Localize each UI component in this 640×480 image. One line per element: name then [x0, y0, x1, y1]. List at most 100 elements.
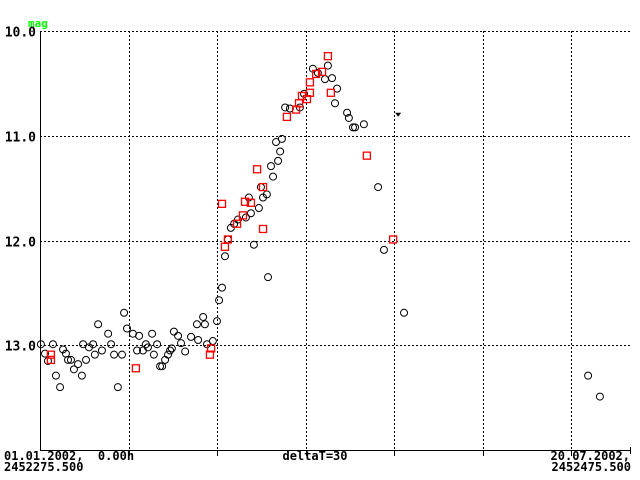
data-point-circle	[90, 350, 99, 359]
data-point-circle	[59, 345, 68, 354]
y-tick-label: 10.0	[5, 26, 36, 41]
data-point-circle	[266, 162, 275, 171]
data-point-circle	[359, 120, 368, 129]
data-point-square	[305, 78, 315, 87]
data-point-circle	[264, 273, 273, 282]
data-point-circle	[344, 113, 353, 122]
data-point-circle	[223, 235, 232, 244]
data-point-circle	[166, 346, 175, 355]
data-point-circle	[328, 74, 337, 83]
data-point-circle	[215, 296, 224, 305]
data-point-circle	[276, 147, 285, 156]
y-tick-label: 13.0	[5, 340, 36, 355]
x-end-jd-label: 2452475.500	[552, 460, 631, 474]
data-point-circle	[331, 99, 339, 108]
data-point-square	[131, 364, 141, 373]
data-point-square	[388, 235, 398, 244]
data-point-circle	[192, 320, 201, 329]
data-point-square	[46, 350, 56, 359]
x-center-label: deltaT=30	[282, 449, 347, 463]
data-point-square	[238, 211, 248, 220]
data-point-circle	[64, 355, 73, 364]
data-point-circle	[333, 84, 342, 93]
data-point-square	[326, 88, 336, 97]
data-point-circle	[94, 320, 103, 329]
data-point-circle	[274, 156, 283, 165]
data-point-circle	[194, 336, 203, 345]
data-point-circle	[281, 103, 290, 112]
data-point-circle	[74, 360, 83, 369]
x-end-date-label: 20.07.2002,	[551, 449, 630, 463]
data-point-circle	[97, 346, 106, 355]
data-point-circle	[200, 320, 209, 329]
data-point-square	[223, 235, 233, 244]
data-point-circle	[153, 340, 162, 349]
data-point-square	[220, 242, 230, 251]
data-point-circle	[82, 355, 91, 364]
data-point-circle	[213, 317, 221, 326]
data-point-circle	[348, 123, 357, 132]
data-point-circle	[181, 347, 190, 356]
data-point-circle	[51, 371, 60, 380]
data-point-circle	[256, 183, 265, 192]
data-point-circle	[169, 327, 178, 336]
data-point-circle	[323, 61, 332, 70]
data-point-square	[232, 219, 242, 228]
data-point-square	[282, 112, 292, 122]
y-tick-label: 12.0	[5, 236, 36, 251]
data-point-circle	[110, 350, 119, 359]
data-point-circle	[158, 362, 167, 371]
data-point-circle	[120, 308, 129, 317]
data-point-upper-limit	[395, 112, 402, 117]
y-tick-label: 11.0	[5, 131, 36, 146]
data-point-circle	[164, 350, 173, 359]
x-start-jd-label: 2452275.500	[4, 460, 83, 474]
data-point-circle	[135, 331, 144, 340]
data-point-circle	[246, 209, 255, 218]
data-point-circle	[66, 355, 75, 364]
data-point-square	[258, 182, 268, 192]
data-point-circle	[269, 172, 278, 181]
y-axis-label: mag	[28, 17, 48, 30]
data-point-circle	[161, 355, 170, 364]
data-point-circle	[400, 308, 409, 317]
data-point-circle	[123, 324, 132, 333]
data-point-circle	[343, 108, 352, 117]
data-point-square	[246, 198, 256, 207]
data-point-circle	[48, 340, 57, 349]
data-point-circle	[143, 343, 152, 352]
data-point-circle	[107, 340, 116, 349]
data-point-square	[317, 67, 327, 77]
data-point-circle	[36, 340, 45, 349]
data-point-circle	[374, 183, 383, 192]
data-point-square	[252, 165, 262, 174]
data-point-circle	[174, 331, 183, 340]
data-point-circle	[77, 371, 86, 380]
data-point-circle	[148, 329, 157, 338]
data-point-circle	[379, 245, 388, 254]
data-point-circle	[249, 240, 258, 249]
grid	[40, 31, 630, 456]
data-point-square	[206, 344, 216, 353]
data-point-circle	[351, 123, 360, 132]
data-point-circle	[277, 134, 286, 143]
data-point-circle	[220, 252, 229, 261]
data-point-circle	[199, 312, 208, 321]
data-point-circle	[69, 365, 78, 374]
x-start-date-label: 01.01.2002, 0.00h	[4, 449, 134, 463]
data-point-square	[305, 88, 315, 97]
data-point-circle	[133, 346, 142, 355]
data-point-circle	[104, 329, 113, 338]
data-point-square	[258, 224, 268, 234]
data-point-square	[240, 197, 250, 206]
data-point-circle	[595, 392, 604, 401]
data-point-circle	[254, 204, 263, 213]
data-point-circle	[218, 283, 227, 292]
data-point-circle	[320, 75, 329, 84]
data-point-circle	[233, 215, 242, 224]
data-point-circle	[285, 104, 294, 113]
data-point-square	[362, 151, 372, 160]
data-point-square	[205, 350, 215, 359]
data-point-circle	[187, 332, 196, 341]
